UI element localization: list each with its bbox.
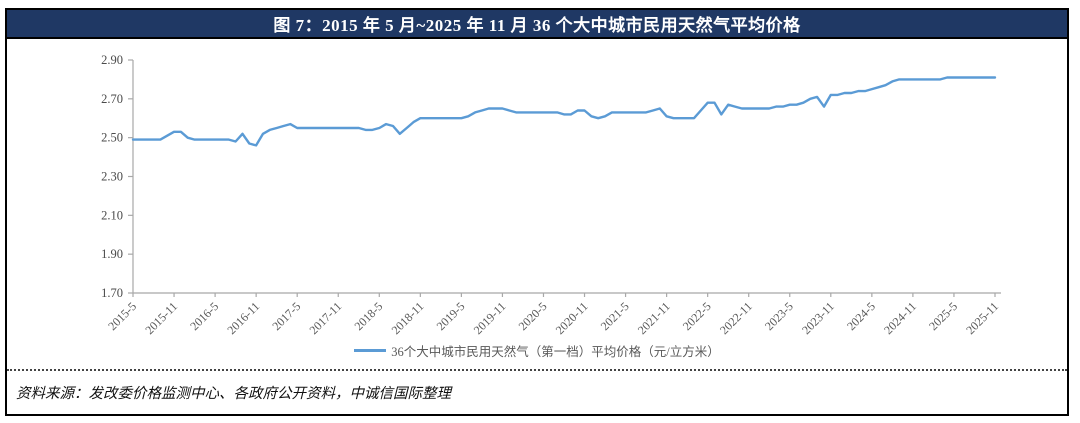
- x-tick-label: 2016-5: [187, 299, 221, 333]
- chart-region: 2.90 2.70 2.50 2.30 2.10 1.90 1.70 2015-5 2015-1…: [7, 39, 1067, 369]
- x-tick-label: 2021-5: [598, 299, 632, 333]
- figure-panel: 图 7：2015 年 5 月~2025 年 11 月 36 个大中城市民用天然气…: [5, 8, 1069, 416]
- source-note: 资料来源：发改委价格监测中心、各政府公开资料，中诚信国际整理: [16, 386, 451, 402]
- x-tick-label: 2025-5: [926, 299, 960, 333]
- x-axis-labels: 2015-5 2015-11 2016-5 2016-11 2017-5 2017-11 2…: [105, 293, 1001, 337]
- legend-line-swatch: [354, 348, 387, 352]
- x-tick-label: 2018-5: [351, 299, 385, 333]
- x-tick-label: 2025-11: [963, 299, 1001, 337]
- x-tick-label: 2024-5: [844, 299, 878, 333]
- x-tick-label: 2020-11: [553, 299, 591, 337]
- x-tick-label: 2015-11: [142, 299, 180, 337]
- price-series-line: [131, 76, 997, 147]
- legend: 36个大中城市民用天然气（第一档）平均价格（元/立方米）: [7, 341, 1067, 359]
- x-tick-label: 2023-11: [799, 299, 837, 337]
- figure-title: 图 7：2015 年 5 月~2025 年 11 月 36 个大中城市民用天然气…: [273, 16, 801, 35]
- x-tick-label: 2020-5: [516, 299, 550, 333]
- axes: [132, 60, 1001, 294]
- x-tick-label: 2017-5: [269, 299, 303, 333]
- x-tick-label: 2017-11: [306, 299, 344, 337]
- y-tick-label: 2.90: [101, 53, 123, 67]
- y-tick-label: 1.70: [101, 286, 123, 300]
- y-tick-label: 1.90: [101, 247, 123, 261]
- y-axis-labels: 2.90 2.70 2.50 2.30 2.10 1.90 1.70: [101, 53, 133, 300]
- x-tick-label: 2022-5: [680, 299, 714, 333]
- x-tick-label: 2019-11: [471, 299, 509, 337]
- x-tick-label: 2016-11: [224, 299, 262, 337]
- y-tick-label: 2.10: [101, 208, 123, 222]
- x-tick-label: 2018-11: [389, 299, 427, 337]
- y-tick-label: 2.30: [101, 170, 123, 184]
- x-tick-label: 2015-5: [105, 299, 139, 333]
- legend-label: 36个大中城市民用天然气（第一档）平均价格（元/立方米）: [391, 344, 720, 359]
- x-tick-label: 2023-5: [762, 299, 796, 333]
- figure-title-bar: 图 7：2015 年 5 月~2025 年 11 月 36 个大中城市民用天然气…: [7, 10, 1067, 39]
- y-tick-label: 2.70: [101, 92, 123, 106]
- x-tick-label: 2021-11: [635, 299, 673, 337]
- x-tick-label: 2022-11: [717, 299, 755, 337]
- source-row: 资料来源：发改委价格监测中心、各政府公开资料，中诚信国际整理: [7, 369, 1067, 414]
- y-tick-label: 2.50: [101, 131, 123, 145]
- x-tick-label: 2024-11: [881, 299, 919, 337]
- x-tick-label: 2019-5: [434, 299, 468, 333]
